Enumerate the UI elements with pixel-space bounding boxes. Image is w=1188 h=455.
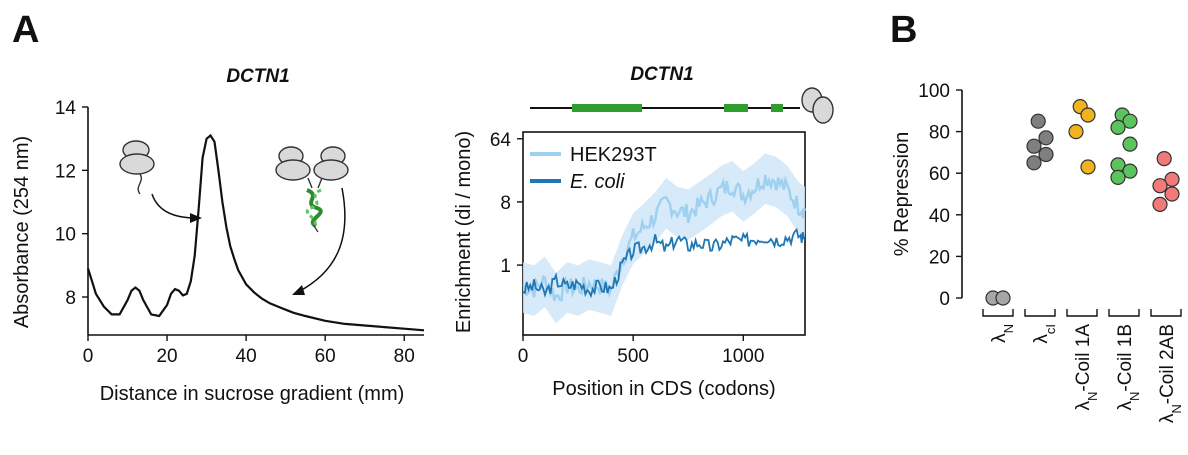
hek293t-variability-band [523,153,805,324]
data-point [1110,119,1126,136]
category-label-main: λ [989,333,1010,343]
data-point [1156,151,1172,167]
chart3-y-label: % Repression [891,132,913,257]
panel-label-b: B [890,9,917,51]
category-label-main: λ [1031,334,1052,344]
data-point [1080,159,1096,175]
panel-label-a: A [12,9,39,51]
chart2-legend: HEK293T E. coli [530,144,657,193]
category-label: λN-Coil 1B [1115,324,1142,410]
data-point [1030,113,1046,129]
gene-schematic [530,87,834,124]
category-label: λN-Coil 2AB [1157,324,1184,423]
category-label-rest: -Coil 1A [1073,324,1094,392]
chart1-x-tick-label: 20 [156,346,177,367]
monosome-arrow [151,193,197,219]
category-label-sub: cI [1043,324,1058,334]
data-point [1068,124,1084,140]
category-label-main: λ [1073,400,1094,410]
data-point [1038,146,1054,163]
category-bracket [982,309,1014,317]
data-point [1152,178,1168,194]
chart1-x-tick-label: 60 [315,346,336,367]
ribosome-icon [801,87,834,124]
absorbance-trace [86,133,425,332]
enrichment-chart: DCTN1 0 500 1000 1 8 64 HEK293T E. coli Posit… [453,64,834,400]
chart1-x-tick-label: 40 [236,346,257,367]
category-bracket [1150,309,1182,317]
chart1-y-tick-label: 12 [55,161,76,182]
hek293t-series-line [522,174,807,302]
category-label-rest: -Coil 1B [1115,324,1136,392]
chart2-y-tick-label: 64 [490,130,512,151]
chart1-title: DCTN1 [226,66,289,87]
chart3-y-tick-label: 20 [929,247,950,268]
chart2-x-tick-label: 0 [518,346,529,367]
chart1-y-tick-label: 10 [55,225,76,246]
chart1-y-tick-label: 8 [65,288,76,309]
disome-coiled-coil-icon [275,146,349,233]
disome-arrow [297,187,346,293]
data-point [1026,138,1042,154]
ecoli-series-line [522,227,806,299]
chart1-x-tick-label: 80 [394,346,415,367]
category-label: λN-Coil 1A [1073,324,1100,411]
chart2-x-tick-label: 500 [617,346,649,367]
chart3-y-tick-label: 100 [918,81,950,102]
chart3-y-tick-label: 80 [929,123,950,144]
disome-arrowhead [292,285,305,295]
category-label-main: λ [1115,400,1136,410]
chart1-x-tick-label: 0 [83,346,94,367]
data-point [1038,130,1054,146]
data-point [1122,163,1138,179]
data-point [1026,155,1042,171]
category-label-sub: N [1169,404,1184,413]
chart3-y-tick-label: 60 [929,164,950,185]
category-label-sub: N [1127,392,1142,401]
data-point [1110,169,1126,185]
category-label-rest: -Coil 2AB [1157,324,1178,404]
chart1-y-tick-label: 14 [55,98,77,119]
legend-label-hek293t: HEK293T [570,144,657,166]
chart2-title: DCTN1 [630,64,693,85]
monosome-icon [119,140,155,195]
category-bracket [1108,309,1140,317]
category-label-sub: N [1085,392,1100,401]
chart2-y-label: Enrichment (di / mono) [453,131,475,333]
chart3-y-tick-label: 0 [939,289,950,310]
data-point [1080,107,1096,123]
category-bracket [1024,309,1056,317]
category-label-sub: N [1001,324,1016,333]
category-bracket [1066,309,1098,317]
chart1-y-label: Absorbance (254 nm) [11,136,33,328]
absorbance-profile-chart: DCTN1 0 20 40 60 80 8 10 12 14 Distance in sucro… [11,66,425,405]
data-point [1164,186,1180,202]
category-label: λcI [1031,324,1058,344]
data-point [1122,136,1138,152]
chart2-y-tick-label: 1 [500,256,511,277]
category-label: λN [989,324,1016,343]
chart1-x-label: Distance in sucrose gradient (mm) [100,383,405,405]
monosome-arrowhead [190,213,202,223]
chart2-x-label: Position in CDS (codons) [552,378,775,400]
legend-label-ecoli: E. coli [570,171,625,193]
data-point [1152,196,1168,212]
data-point [1122,113,1138,129]
chart2-y-tick-label: 8 [500,193,511,214]
category-label-main: λ [1157,413,1178,423]
chart2-x-tick-label: 1000 [722,346,764,367]
chart3-y-tick-label: 40 [929,206,950,227]
data-point [1164,171,1180,187]
data-point [995,290,1011,306]
